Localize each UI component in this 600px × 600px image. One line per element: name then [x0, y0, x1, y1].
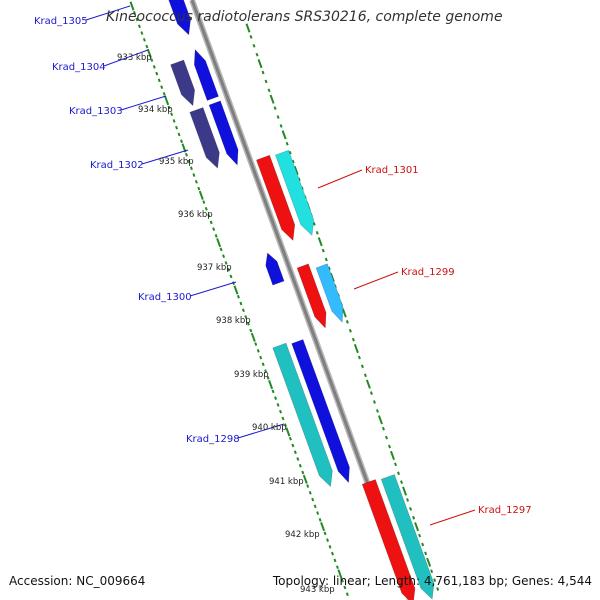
- scale-label: 937 kbp: [197, 263, 232, 273]
- gene-shape-krad-1304-cds: [170, 59, 196, 107]
- leader-line: [120, 95, 167, 111]
- gene-label-krad-1299[interactable]: Krad_1299: [401, 267, 455, 278]
- gene-label-krad-1302[interactable]: Krad_1302: [90, 160, 144, 171]
- scale-label: 940 kbp: [252, 423, 287, 433]
- leader-line: [141, 149, 189, 165]
- gene-shape-krad-1301-cds: [275, 149, 315, 237]
- gene-shape-krad-1299: [296, 263, 327, 329]
- leader-line: [103, 49, 149, 67]
- gene-shape-krad-1299-cds: [315, 263, 344, 323]
- genome-title: Kineococcus radiotolerans SRS30216, comp…: [106, 9, 503, 25]
- topology-summary: Topology: linear; Length: 4,761,183 bp; …: [272, 574, 592, 588]
- scale-label: 938 kbp: [216, 316, 251, 326]
- leader-line: [189, 281, 237, 297]
- gene-shape-krad-1298-cds: [272, 342, 333, 488]
- scale-label: 939 kbp: [234, 370, 269, 380]
- gene-shape-krad-1304: [193, 48, 219, 101]
- scale-label: 942 kbp: [285, 530, 320, 540]
- gene-label-krad-1303[interactable]: Krad_1303: [69, 106, 123, 117]
- gene-label-krad-1300[interactable]: Krad_1300: [138, 292, 192, 303]
- accession-text: Accession: NC_009664: [9, 574, 146, 588]
- gene-shape-krad-1297-cds: [380, 474, 435, 600]
- gene-label-krad-1304[interactable]: Krad_1304: [52, 62, 106, 73]
- scale-label: 941 kbp: [269, 477, 304, 487]
- leader-line: [237, 423, 285, 439]
- scale-label: 933 kbp: [117, 53, 152, 63]
- leader-line: [353, 271, 399, 290]
- leader-line: [85, 5, 131, 21]
- gene-label-krad-1301[interactable]: Krad_1301: [365, 165, 419, 176]
- gene-label-krad-1298[interactable]: Krad_1298: [186, 434, 240, 445]
- scale-label: 935 kbp: [159, 157, 194, 167]
- leader-line: [429, 509, 476, 526]
- gene-shape-krad-1297: [361, 479, 416, 600]
- scale-label: 943 kbp: [300, 585, 335, 595]
- left-tick-track: [129, 1, 349, 597]
- gene-shape-krad-1305: [168, 0, 191, 36]
- gene-label-krad-1305[interactable]: Krad_1305: [34, 16, 88, 27]
- gene-shape-krad-1302: [189, 107, 220, 169]
- gene-shape-krad-1303: [208, 100, 239, 166]
- scale-label: 934 kbp: [138, 105, 173, 115]
- leader-line: [317, 169, 363, 189]
- gene-shape-krad-1298: [291, 339, 350, 484]
- gene-shape-krad-1300: [265, 252, 285, 286]
- gene-shape-krad-1301: [256, 154, 296, 242]
- gene-label-krad-1297[interactable]: Krad_1297: [478, 505, 532, 516]
- scale-label: 936 kbp: [178, 210, 213, 220]
